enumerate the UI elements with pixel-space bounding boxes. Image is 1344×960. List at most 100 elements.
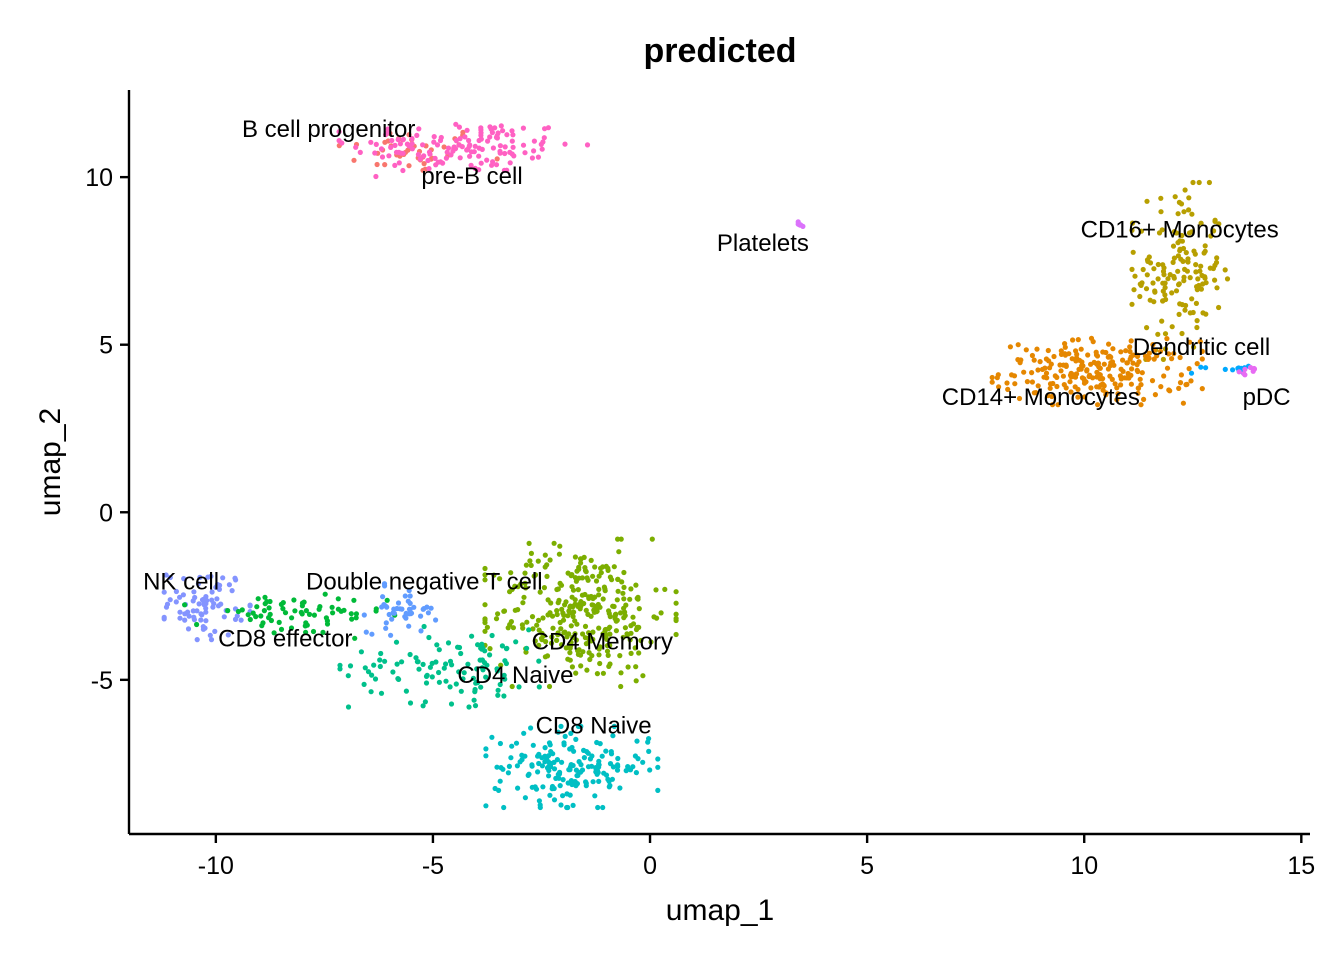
point-cd8-naive <box>546 767 552 774</box>
point-cd14-monocytes <box>1041 374 1047 380</box>
point-pre-b-cell <box>389 137 395 144</box>
point-cd14-monocytes <box>1055 402 1061 408</box>
point-cd4-memory <box>584 667 590 673</box>
point-nk-cell <box>201 596 207 602</box>
point-nk-cell <box>195 581 201 587</box>
point-cd16-monocytes <box>1162 280 1168 286</box>
point-cd8-effector <box>288 625 295 631</box>
point-cd4-memory <box>565 613 571 619</box>
x-axis-title: umap_1 <box>666 894 774 927</box>
point-cd4-memory <box>640 673 646 679</box>
point-pre-b-cell <box>467 142 473 148</box>
point-cd4-memory <box>618 536 624 542</box>
point-cd14-monocytes <box>1146 350 1152 356</box>
point-pre-b-cell <box>494 135 500 141</box>
point-pre-b-cell <box>531 148 537 154</box>
point-cd4-memory <box>600 564 606 570</box>
point-cd4-naive <box>456 669 462 675</box>
point-double-negative-t-cell <box>394 605 400 612</box>
point-cd8-naive <box>587 756 594 762</box>
point-pre-b-cell <box>485 138 491 144</box>
point-cd8-naive <box>573 767 580 773</box>
point-pre-b-cell <box>490 145 496 151</box>
point-cd8-naive <box>568 730 574 737</box>
point-cd16-monocytes <box>1196 179 1202 186</box>
point-pre-b-cell <box>529 155 536 161</box>
point-cd14-monocytes <box>1186 366 1192 372</box>
point-cd8-naive <box>603 748 609 754</box>
point-pre-b-cell <box>487 134 493 140</box>
point-cd4-naive <box>524 645 530 651</box>
point-cd14-monocytes <box>1024 379 1030 385</box>
point-cd4-naive <box>456 644 463 651</box>
point-cd14-monocytes <box>1130 360 1136 366</box>
point-cd14-monocytes <box>1127 356 1133 362</box>
point-cd4-naive <box>499 643 505 649</box>
point-cd8-effector <box>266 605 272 611</box>
point-cd4-memory <box>495 611 501 617</box>
point-cd4-memory <box>551 540 557 546</box>
point-cd4-memory <box>526 540 532 547</box>
point-cd14-monocytes <box>1128 381 1134 387</box>
point-cd4-memory <box>606 663 612 670</box>
point-cd16-monocytes <box>1131 287 1137 293</box>
point-cd8-effector <box>255 596 261 602</box>
point-cd8-effector <box>329 604 335 610</box>
point-cd4-naive <box>449 662 455 668</box>
point-cd4-memory <box>602 626 609 633</box>
y-tick-label: 0 <box>99 499 113 527</box>
point-cd4-memory <box>578 663 584 669</box>
point-cd14-monocytes <box>1107 353 1113 359</box>
point-cd8-effector <box>292 608 298 614</box>
point-nk-cell <box>198 617 204 623</box>
point-nk-cell <box>220 575 226 581</box>
point-cd4-naive <box>399 659 405 665</box>
point-pre-b-cell <box>432 155 438 161</box>
point-cd4-naive <box>407 651 413 658</box>
x-tick-label: 5 <box>860 852 874 880</box>
point-cd4-memory <box>619 579 625 585</box>
point-cd4-naive <box>503 646 510 652</box>
y-tick-label: -5 <box>91 667 113 695</box>
point-cd16-monocytes <box>1200 310 1206 316</box>
point-cd8-naive <box>559 759 565 765</box>
point-cd4-naive <box>470 675 476 681</box>
point-cd8-naive <box>576 723 583 730</box>
point-cd8-naive <box>630 764 636 770</box>
point-cd4-naive <box>465 661 471 667</box>
point-pre-b-cell <box>425 157 431 164</box>
point-pre-b-cell <box>427 151 433 157</box>
point-cd14-monocytes <box>1094 369 1100 375</box>
point-pre-b-cell <box>464 127 470 133</box>
point-cd4-memory <box>632 645 638 651</box>
point-cd4-memory <box>532 638 538 644</box>
point-cd16-monocytes <box>1155 261 1161 268</box>
point-pre-b-cell <box>379 154 386 160</box>
point-cd14-monocytes <box>1076 357 1083 363</box>
point-cd14-monocytes <box>1134 362 1140 368</box>
point-cd8-naive <box>614 767 621 773</box>
point-pre-b-cell <box>339 140 345 146</box>
point-pre-b-cell <box>493 162 500 168</box>
point-cd16-monocytes <box>1185 256 1191 262</box>
point-pre-b-cell <box>400 167 406 174</box>
point-pre-b-cell <box>538 141 544 147</box>
point-cd4-memory <box>673 631 679 638</box>
point-cd16-monocytes <box>1202 243 1208 249</box>
point-cd4-naive <box>461 670 467 676</box>
point-cd4-naive <box>497 681 503 688</box>
point-pre-b-cell <box>502 144 508 150</box>
point-pre-b-cell <box>386 153 392 159</box>
point-pre-b-cell <box>497 150 503 156</box>
point-pre-b-cell <box>426 166 432 172</box>
point-pre-b-cell <box>539 146 545 152</box>
point-cd14-monocytes <box>1118 349 1124 355</box>
point-cd16-monocytes <box>1194 324 1200 331</box>
point-cd14-monocytes <box>1118 382 1124 388</box>
point-cd4-naive <box>472 703 479 709</box>
point-pdc <box>1250 368 1256 374</box>
point-pre-b-cell <box>395 137 401 143</box>
point-cd4-naive <box>422 699 428 705</box>
point-cd8-naive <box>607 761 614 767</box>
point-cd4-memory <box>509 586 515 593</box>
